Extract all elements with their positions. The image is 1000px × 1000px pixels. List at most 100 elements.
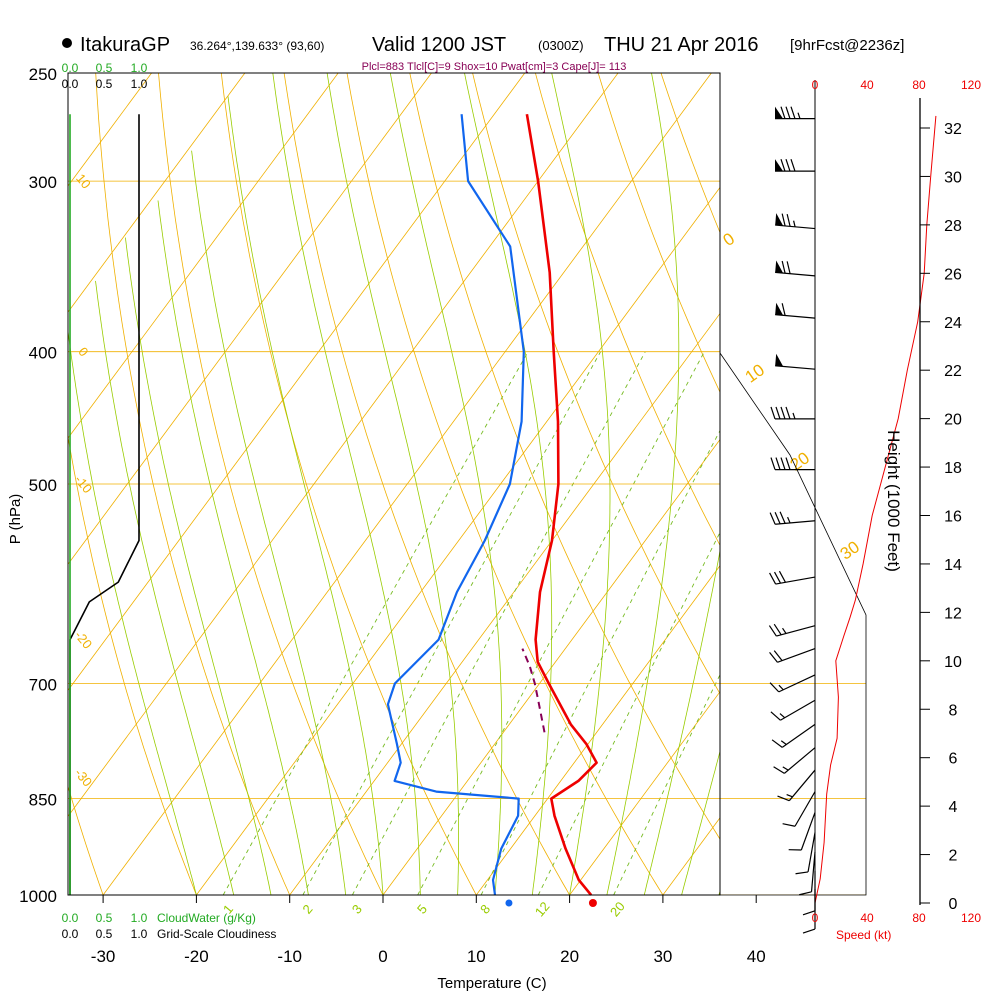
barb-feather <box>781 260 786 274</box>
barb-flag <box>775 106 783 119</box>
barb-staff <box>788 769 816 802</box>
barb-feather <box>769 572 777 585</box>
wind-barb <box>775 353 816 370</box>
barb-feather <box>777 795 790 802</box>
speed-tick-label-top: 120 <box>961 78 981 92</box>
dry-adiabat-line <box>0 49 19 924</box>
mixing-ratio-line <box>537 531 720 895</box>
barb-half-feather <box>778 684 784 691</box>
barb-feather <box>778 570 786 583</box>
mixing-ratio-line <box>352 351 646 895</box>
wind-barb <box>795 832 816 875</box>
barb-staff <box>810 851 816 892</box>
cloudwater-tick-label-bottom: 0.0 <box>62 911 79 925</box>
mixing-ratio-line <box>302 351 601 895</box>
wind-barb <box>777 769 816 802</box>
height-tick-label: 14 <box>944 557 962 574</box>
surface-dewpoint-dot <box>505 899 513 907</box>
barb-feather <box>790 106 796 119</box>
height-axis-title: Height (1000 Feet) <box>884 430 903 572</box>
speed-tick-label-bottom: 120 <box>961 911 981 925</box>
barb-feather <box>775 406 781 420</box>
height-tick-label: 20 <box>944 412 962 429</box>
barb-feather <box>773 766 785 774</box>
temperature-tick-label: 40 <box>747 947 766 966</box>
barb-feather <box>785 106 791 119</box>
cloudiness-tick-label-bottom: 0.5 <box>96 927 113 941</box>
speed-tick-label-top: 40 <box>860 78 874 92</box>
pressure-tick-label: 850 <box>29 791 57 810</box>
wind-barb <box>773 747 816 774</box>
barb-feather <box>781 213 786 227</box>
wind-barb <box>769 570 816 585</box>
barb-half-feather <box>797 112 801 119</box>
barb-staff <box>775 576 816 585</box>
speed-axis-title: Speed (kt) <box>836 928 891 942</box>
moist-adiabat-line <box>643 548 720 895</box>
dry-adiabat-line <box>68 785 104 895</box>
cloudwater-tick-label-bottom: 0.5 <box>96 911 113 925</box>
dry-adiabat-line <box>158 73 384 895</box>
temperature-tick-label: 30 <box>653 947 672 966</box>
moist-adiabat-line <box>68 328 197 895</box>
moist-adiabat-line <box>681 749 720 895</box>
isotherm-line <box>68 73 246 313</box>
barb-feather <box>802 928 816 934</box>
cloudiness-tick-label-bottom: 1.0 <box>131 927 148 941</box>
barb-flag <box>775 159 783 172</box>
moist-adiabat-line <box>606 73 680 895</box>
barb-flag <box>775 213 784 226</box>
parcel-line <box>521 648 546 733</box>
wind-barb <box>802 889 816 934</box>
moist-adiabat-line <box>389 73 503 895</box>
wind-barb <box>770 699 816 721</box>
barb-feather <box>768 625 777 637</box>
moist-adiabat-line <box>272 73 421 895</box>
barb-staff <box>781 723 816 748</box>
speed-tick-label-top: 0 <box>812 78 819 92</box>
mixing-ratio-line <box>613 673 720 895</box>
barb-feather <box>775 457 781 470</box>
barb-feather <box>774 511 781 525</box>
wind-speed-line <box>814 115 937 904</box>
dry-adiabat-line <box>346 73 664 895</box>
barb-staff <box>783 747 816 774</box>
barb-feather <box>786 261 791 274</box>
barb-feather <box>785 406 791 420</box>
barb-feather <box>769 682 780 693</box>
panel-boundary <box>719 351 867 896</box>
y-axis-title: P (hPa) <box>7 494 24 545</box>
dry-adiabat-line <box>409 73 720 840</box>
height-tick-label: 2 <box>949 848 958 865</box>
wind-barb <box>788 812 816 851</box>
barb-feather <box>782 823 796 827</box>
barb-staff <box>807 832 816 873</box>
barb-feather <box>771 739 783 748</box>
barb-flag <box>775 353 784 367</box>
barb-half-feather <box>779 713 786 719</box>
barb-flag <box>775 302 784 316</box>
mixing-ratio-label: 20 <box>607 899 628 920</box>
barb-staff <box>778 674 816 693</box>
wind-barb <box>775 106 815 120</box>
barb-feather <box>780 106 786 119</box>
wind-barb <box>799 851 816 896</box>
barb-feather <box>785 457 791 470</box>
barb-half-feather <box>782 627 787 634</box>
barb-feather <box>773 571 782 584</box>
cloudiness-tick-label-top: 1.0 <box>131 77 148 91</box>
station-location: 36.264°,139.633° (93,60) <box>190 39 324 53</box>
height-tick-label: 0 <box>949 896 958 913</box>
wind-barb <box>768 623 816 637</box>
dry-adiabat-label: 20 <box>787 448 813 474</box>
wind-barb <box>770 406 815 420</box>
barb-feather <box>770 711 781 721</box>
dry-adiabat-line <box>68 434 197 895</box>
barb-feather <box>802 910 816 916</box>
valid-time: Valid 1200 JST <box>372 34 506 56</box>
barb-feather <box>795 871 809 875</box>
barb-staff <box>776 625 816 637</box>
